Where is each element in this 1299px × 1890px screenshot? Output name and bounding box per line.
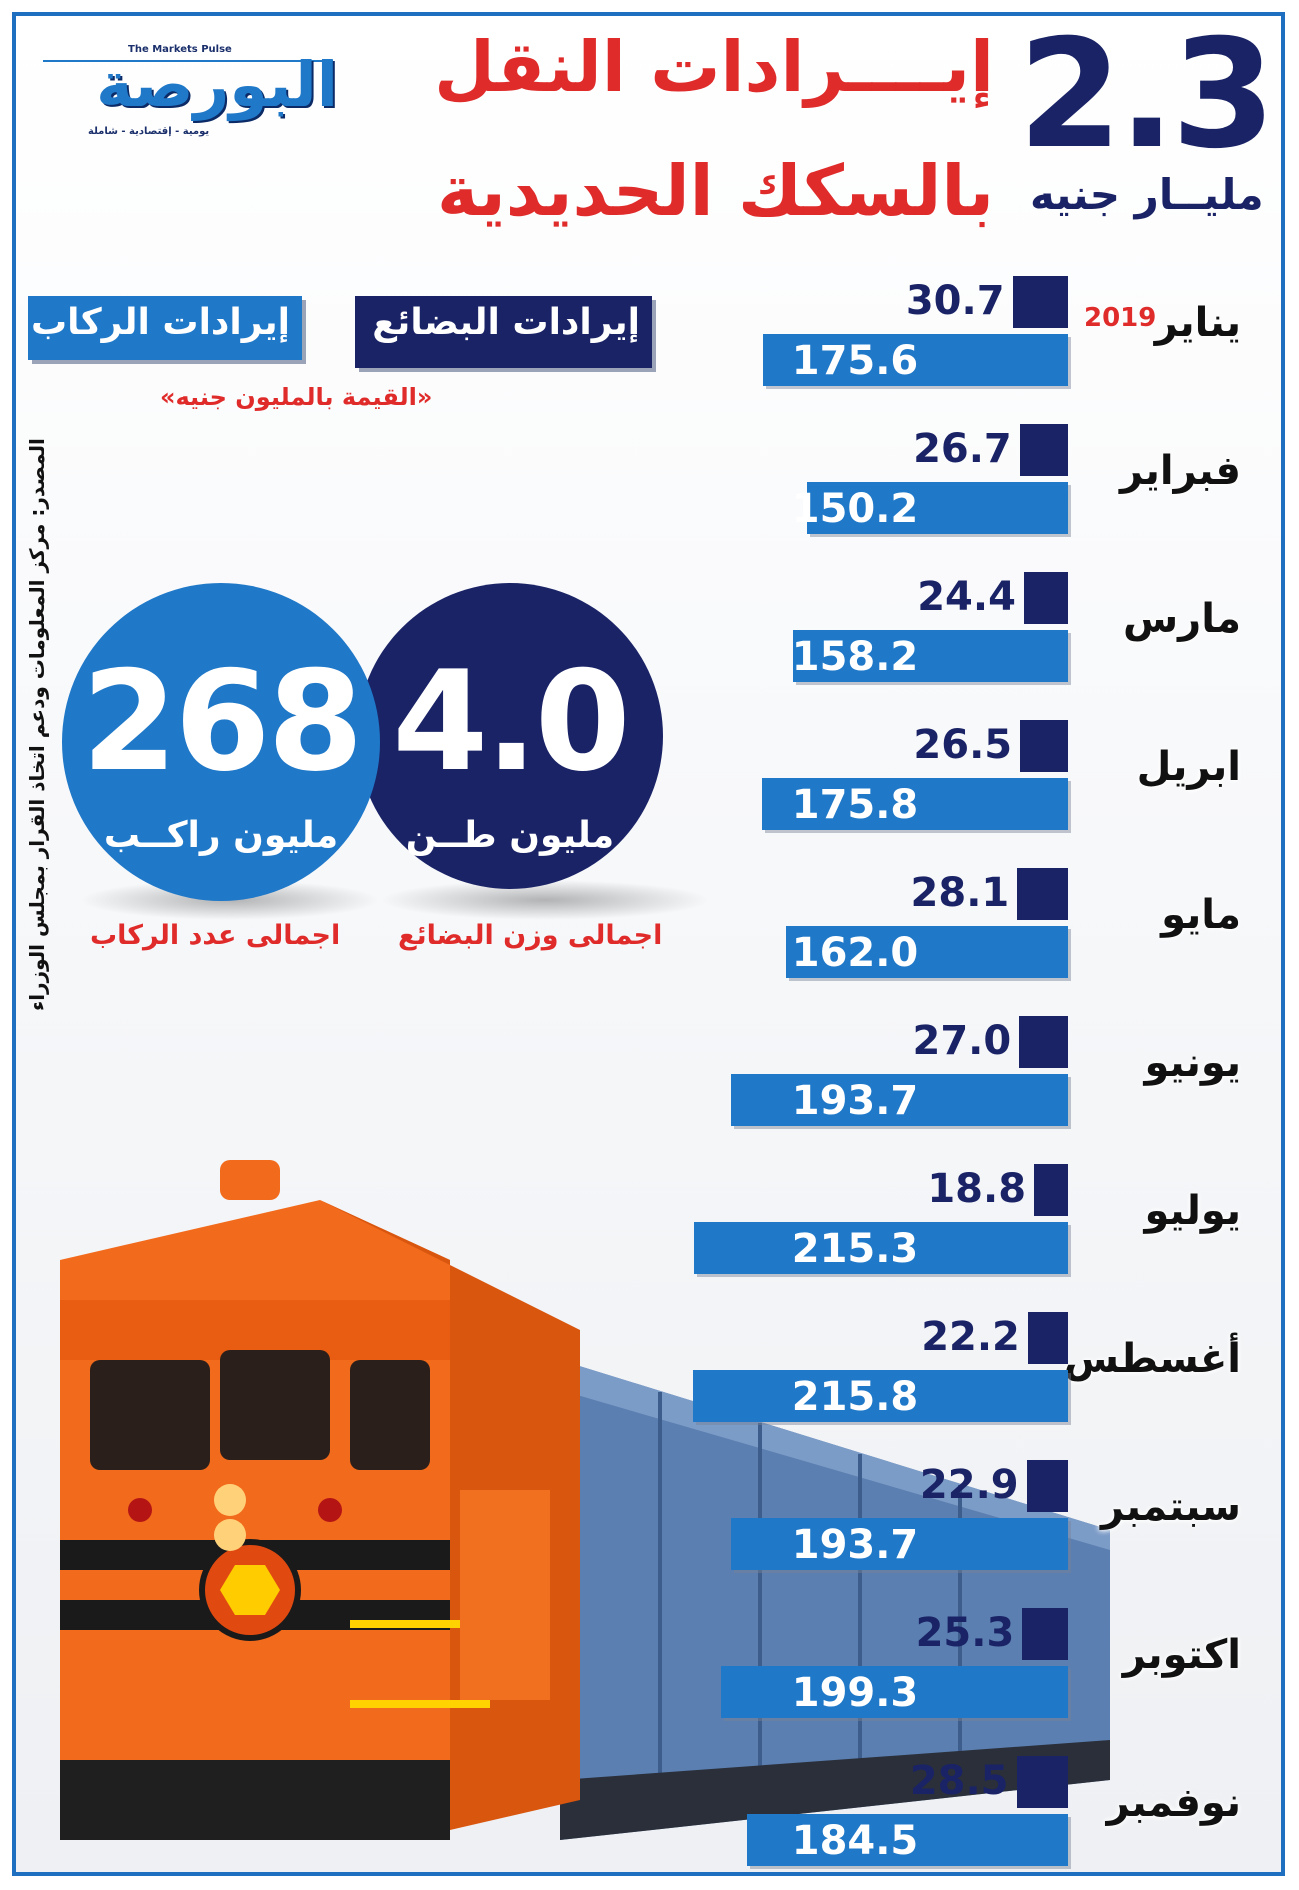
goods-weight-circle: 4.0 مليون طــن bbox=[357, 583, 663, 889]
passengers-revenue-bar bbox=[762, 334, 1068, 386]
passengers-revenue-value: 193.7 bbox=[791, 1522, 919, 1568]
goods-revenue-value: 26.7 bbox=[913, 426, 1012, 472]
goods-weight-value: 4.0 bbox=[392, 641, 630, 802]
goods-revenue-bar bbox=[1016, 1756, 1068, 1808]
passengers-revenue-bar bbox=[731, 1518, 1068, 1570]
logo-tagline-bottom: يومية - إقتصادية - شاملة bbox=[88, 126, 210, 137]
passengers-revenue-bar bbox=[693, 1222, 1068, 1274]
month-label: يناير bbox=[1154, 300, 1241, 346]
month-label: فبراير bbox=[1119, 448, 1241, 494]
month-label: مايو bbox=[1161, 892, 1241, 938]
goods-revenue-bar bbox=[1027, 1312, 1068, 1364]
goods-revenue-value: 28.1 bbox=[910, 870, 1010, 916]
goods-revenue-bar bbox=[1019, 1016, 1068, 1068]
passengers-revenue-bar bbox=[786, 926, 1068, 978]
page-title-line2: بالسكك الحديدية bbox=[437, 150, 994, 232]
legend-goods: إيرادات البضائع bbox=[355, 296, 652, 368]
goods-revenue-value: 22.9 bbox=[919, 1462, 1019, 1508]
passengers-revenue-bar bbox=[731, 1074, 1068, 1126]
unit-note: «القيمة بالمليون جنيه» bbox=[160, 383, 433, 411]
page-title-line1: إيــــرادات النقل bbox=[434, 26, 994, 108]
passengers-count-unit: مليون راكــب bbox=[103, 815, 339, 856]
passengers-revenue-value: 158.2 bbox=[791, 634, 919, 680]
month-label: نوفمبر bbox=[1106, 1780, 1241, 1826]
passengers-revenue-value: 175.8 bbox=[791, 782, 919, 828]
passengers-revenue-bar bbox=[806, 482, 1068, 534]
total-revenue-unit: مليــار جنيه bbox=[1030, 170, 1264, 219]
passengers-count-value: 268 bbox=[81, 641, 363, 802]
goods-revenue-bar bbox=[1023, 572, 1068, 624]
goods-revenue-bar bbox=[1034, 1164, 1068, 1216]
month-label: مارس bbox=[1122, 596, 1241, 642]
circle-shadow-goods bbox=[380, 880, 710, 920]
passengers-revenue-value: 199.3 bbox=[791, 1670, 919, 1716]
source-note: المصدر: مركز المعلومات ودعم اتخاذ القرار… bbox=[25, 438, 49, 1011]
goods-revenue-value: 26.5 bbox=[913, 722, 1013, 768]
passengers-revenue-value: 215.3 bbox=[791, 1226, 919, 1272]
goods-revenue-value: 27.0 bbox=[912, 1018, 1012, 1064]
month-label: يوليو bbox=[1144, 1188, 1241, 1234]
month-label: سبتمبر bbox=[1100, 1484, 1241, 1530]
logo-pulse-line bbox=[43, 60, 333, 62]
passengers-count-caption: اجمالى عدد الركاب bbox=[90, 920, 341, 951]
locomotive bbox=[60, 1160, 580, 1840]
passengers-revenue-value: 150.2 bbox=[791, 486, 919, 532]
passengers-revenue-bar bbox=[692, 1370, 1068, 1422]
goods-revenue-value: 30.7 bbox=[905, 278, 1005, 324]
goods-weight-caption: اجمالى وزن البضائع bbox=[398, 920, 663, 951]
passengers-revenue-value: 215.8 bbox=[791, 1374, 919, 1420]
goods-revenue-value: 18.8 bbox=[927, 1166, 1027, 1212]
passengers-revenue-bar bbox=[792, 630, 1068, 682]
goods-revenue-bar bbox=[1022, 1608, 1068, 1660]
goods-revenue-bar bbox=[1019, 424, 1068, 476]
legend-passengers: إيرادات الركاب bbox=[28, 296, 302, 360]
passengers-revenue-value: 162.0 bbox=[791, 930, 919, 976]
passengers-revenue-value: 175.6 bbox=[791, 338, 919, 384]
month-label: أغسطس bbox=[1063, 1336, 1241, 1382]
goods-revenue-value: 25.3 bbox=[915, 1610, 1015, 1656]
passengers-revenue-bar bbox=[721, 1666, 1068, 1718]
goods-revenue-bar bbox=[1012, 276, 1068, 328]
logo-tagline-top: The Markets Pulse bbox=[128, 44, 232, 55]
train-illustration bbox=[60, 1160, 1110, 1840]
month-label: يونيو bbox=[1144, 1040, 1241, 1086]
total-revenue-value: 2.3 bbox=[1018, 8, 1276, 182]
month-label: اكتوبر bbox=[1122, 1632, 1241, 1678]
goods-revenue-value: 22.2 bbox=[921, 1314, 1020, 1360]
passengers-count-circle: 268 مليون راكــب bbox=[62, 583, 380, 901]
goods-revenue-bar bbox=[1020, 720, 1068, 772]
month-label: ابريل bbox=[1136, 744, 1241, 790]
passengers-revenue-bar bbox=[762, 778, 1068, 830]
goods-revenue-bar bbox=[1026, 1460, 1068, 1512]
goods-revenue-value: 24.4 bbox=[917, 574, 1016, 620]
passengers-revenue-bar bbox=[747, 1814, 1068, 1866]
logo: The Markets Pulse البورصة يومية - إقتصاد… bbox=[38, 40, 339, 150]
passengers-revenue-value: 184.5 bbox=[791, 1818, 919, 1864]
goods-revenue-bar bbox=[1017, 868, 1068, 920]
year-label: 2019 bbox=[1084, 303, 1157, 333]
goods-revenue-value: 28.5 bbox=[909, 1758, 1009, 1804]
goods-weight-unit: مليون طــن bbox=[405, 815, 615, 856]
logo-text: البورصة bbox=[96, 48, 339, 121]
passengers-revenue-value: 193.7 bbox=[791, 1078, 919, 1124]
